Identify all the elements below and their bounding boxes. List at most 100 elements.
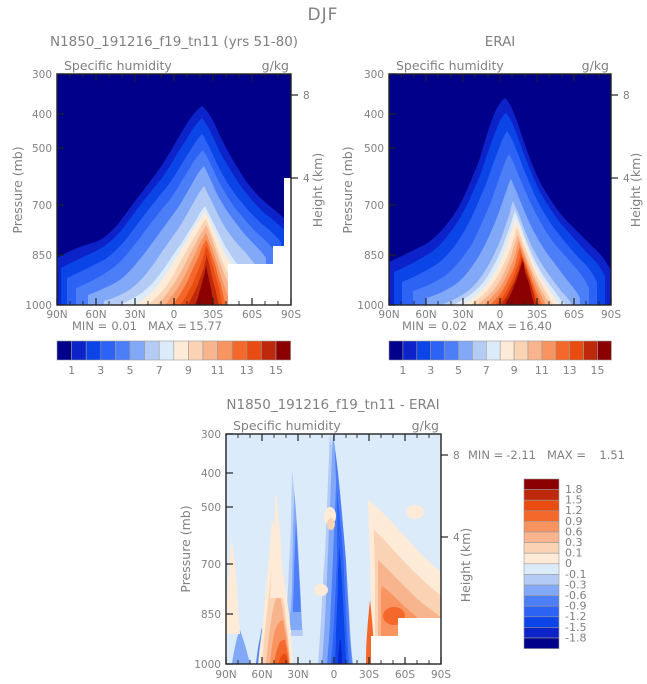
panel-model-ytick-500: 500	[32, 143, 52, 155]
panel-obs: ERAI Specific humidity g/kg	[340, 34, 643, 377]
panel-obs-min-value: 0.02	[441, 319, 467, 333]
panel-diff-xtick-60N: 60N	[251, 669, 272, 681]
panel-model-xtick-90N: 90N	[46, 309, 67, 321]
panel-diff-units-label: g/kg	[412, 418, 439, 433]
panel-model-units-label: g/kg	[262, 58, 289, 73]
panel-diff-y2tick-4: 4	[453, 532, 460, 544]
figure-supertitle: DJF	[308, 5, 339, 25]
panel-diff-cbtick-0.9: 0.9	[565, 515, 583, 528]
panel-model-min-value: 0.01	[111, 319, 137, 333]
panel-diff-min-label: MIN =	[468, 448, 503, 462]
panel-obs-cbtick-7: 7	[483, 364, 490, 377]
panel-obs-min-label: MIN =	[402, 319, 437, 333]
panel-diff-ytick-700: 700	[201, 559, 221, 571]
panel-obs-cbtick-13: 13	[563, 364, 577, 377]
panel-model: N1850_191216_f19_tn11 (yrs 51-80) Specif…	[10, 34, 325, 377]
panel-obs-xtick-30N: 30N	[452, 309, 473, 321]
panel-diff-max-label: MAX =	[547, 448, 586, 462]
panel-diff-y2tick-8: 8	[453, 450, 460, 462]
panel-obs-ytick-500: 500	[364, 143, 384, 155]
panel-obs-xtick-0: 0	[497, 309, 504, 321]
panel-model-colorbar[interactable]: 1 3 5 7 9 11 13 15	[56, 340, 291, 377]
panel-model-max-value: 15.77	[189, 319, 222, 333]
panel-model-cbtick-1: 1	[68, 364, 75, 377]
panel-diff-ytick-1000: 1000	[194, 659, 221, 671]
panel-obs-max-label: MAX =	[478, 319, 517, 333]
panel-model-max-label: MAX =	[148, 319, 187, 333]
panel-model-xtick-0: 0	[171, 309, 178, 321]
panel-diff-xtick-90S: 90S	[431, 669, 451, 681]
panel-model-y2tick-4: 4	[303, 173, 310, 185]
panel-obs-contour-field	[389, 74, 611, 305]
panel-obs-xtick-60S: 60S	[564, 309, 584, 321]
panel-model-cbtick-7: 7	[156, 364, 163, 377]
panel-obs-cbtick-15: 15	[591, 364, 605, 377]
panel-model-height-axis: 8 4 Height (km)	[291, 90, 325, 227]
panel-diff-xtick-90N: 90N	[215, 669, 236, 681]
panel-obs-height-axis: 8 4 Height (km)	[611, 90, 643, 227]
panel-obs-xtick-90N: 90N	[378, 309, 399, 321]
panel-diff-ylabel: Pressure (mb)	[178, 505, 193, 592]
panel-obs-max-value: 16.40	[519, 319, 552, 333]
panel-obs-xtick-60N: 60N	[415, 309, 436, 321]
panel-obs-y2tick-4: 4	[623, 173, 630, 185]
panel-diff-xtick-60S: 60S	[395, 669, 415, 681]
panel-obs-ylabel: Pressure (mb)	[340, 146, 355, 233]
panel-diff-cbtick-0: 0	[565, 557, 572, 570]
panel-diff-cbtick-0.1: 0.1	[565, 547, 583, 560]
panel-obs-cbtick-11: 11	[535, 364, 549, 377]
panel-diff-cbtick--0.3: -0.3	[565, 578, 586, 591]
panel-diff-xtick-30S: 30S	[359, 669, 379, 681]
panel-obs-ytick-1000: 1000	[357, 300, 384, 312]
panel-obs-colorbar[interactable]: 1 3 5 7 9 11 13 15	[388, 340, 612, 377]
panel-model-cbtick-11: 11	[211, 364, 225, 377]
panel-diff-cbtick--1.5: -1.5	[565, 621, 586, 634]
panel-obs-cbtick-1: 1	[399, 364, 406, 377]
panel-diff-colorbar[interactable]: 1.8 1.5 1.2 0.9 0.6 0.3 0.1 0 -0.1 -0.3 …	[523, 478, 586, 649]
panel-diff-cbtick--0.9: -0.9	[565, 600, 586, 613]
panel-diff-title: N1850_191216_f19_tn11 - ERAI	[226, 397, 439, 413]
panel-model-y2label: Height (km)	[310, 153, 325, 227]
panel-model-xtick-30S: 30S	[203, 309, 223, 321]
panel-diff-xtick-30N: 30N	[287, 669, 308, 681]
panel-model-title: N1850_191216_f19_tn11 (yrs 51-80)	[50, 34, 298, 50]
panel-diff-height-axis: 8 4 Height (km)	[441, 450, 473, 602]
panel-diff-max-value: 1.51	[599, 448, 625, 462]
panel-model-ytick-400: 400	[32, 109, 52, 121]
panel-diff-xaxis: 90N 60N 30N 0 30S 60S 90S	[215, 434, 451, 681]
panel-obs-minmax: MIN = 0.02 MAX = 16.40	[402, 319, 552, 333]
panel-obs-xtick-30S: 30S	[527, 309, 547, 321]
panel-model-y2tick-8: 8	[303, 90, 310, 102]
panel-obs-ytick-400: 400	[364, 109, 384, 121]
panel-obs-ytick-300: 300	[364, 69, 384, 81]
panel-diff-cbtick--1.8: -1.8	[565, 631, 586, 644]
panel-diff-cbtick--1.2: -1.2	[565, 610, 586, 623]
panel-model-variable-label: Specific humidity	[64, 58, 172, 73]
panel-model-ylabel: Pressure (mb)	[10, 146, 25, 233]
panel-obs-ytick-700: 700	[364, 200, 384, 212]
panel-diff-ytick-500: 500	[201, 502, 221, 514]
panel-obs-cbtick-5: 5	[455, 364, 462, 377]
panel-diff-cbtick-1.8: 1.8	[565, 483, 583, 496]
panel-diff-y2label: Height (km)	[458, 528, 473, 602]
panel-diff: N1850_191216_f19_tn11 - ERAI Specific hu…	[178, 397, 625, 681]
panel-diff-cbtick-0.3: 0.3	[565, 536, 583, 549]
panel-obs-variable-label: Specific humidity	[396, 58, 504, 73]
panel-obs-cbtick-3: 3	[427, 364, 434, 377]
panel-diff-contour-field	[226, 434, 441, 664]
panel-diff-minmax: MIN = -2.11 MAX = 1.51	[468, 448, 625, 462]
panel-obs-xaxis: 90N 60N 30N 0 30S 60S 90S	[378, 74, 621, 321]
panel-diff-cbtick--0.6: -0.6	[565, 589, 586, 602]
panel-model-minmax: MIN = 0.01 MAX = 15.77	[72, 319, 222, 333]
panel-model-ytick-1000: 1000	[25, 300, 52, 312]
panel-model-ytick-850: 850	[32, 250, 52, 262]
panel-obs-xtick-90S: 90S	[601, 309, 621, 321]
panel-model-cbtick-13: 13	[240, 364, 254, 377]
panel-model-cbtick-15: 15	[269, 364, 283, 377]
panel-model-min-label: MIN =	[72, 319, 107, 333]
panel-diff-cbtick-1.5: 1.5	[565, 494, 583, 507]
panel-model-cbtick-5: 5	[127, 364, 134, 377]
panel-obs-ytick-850: 850	[364, 250, 384, 262]
